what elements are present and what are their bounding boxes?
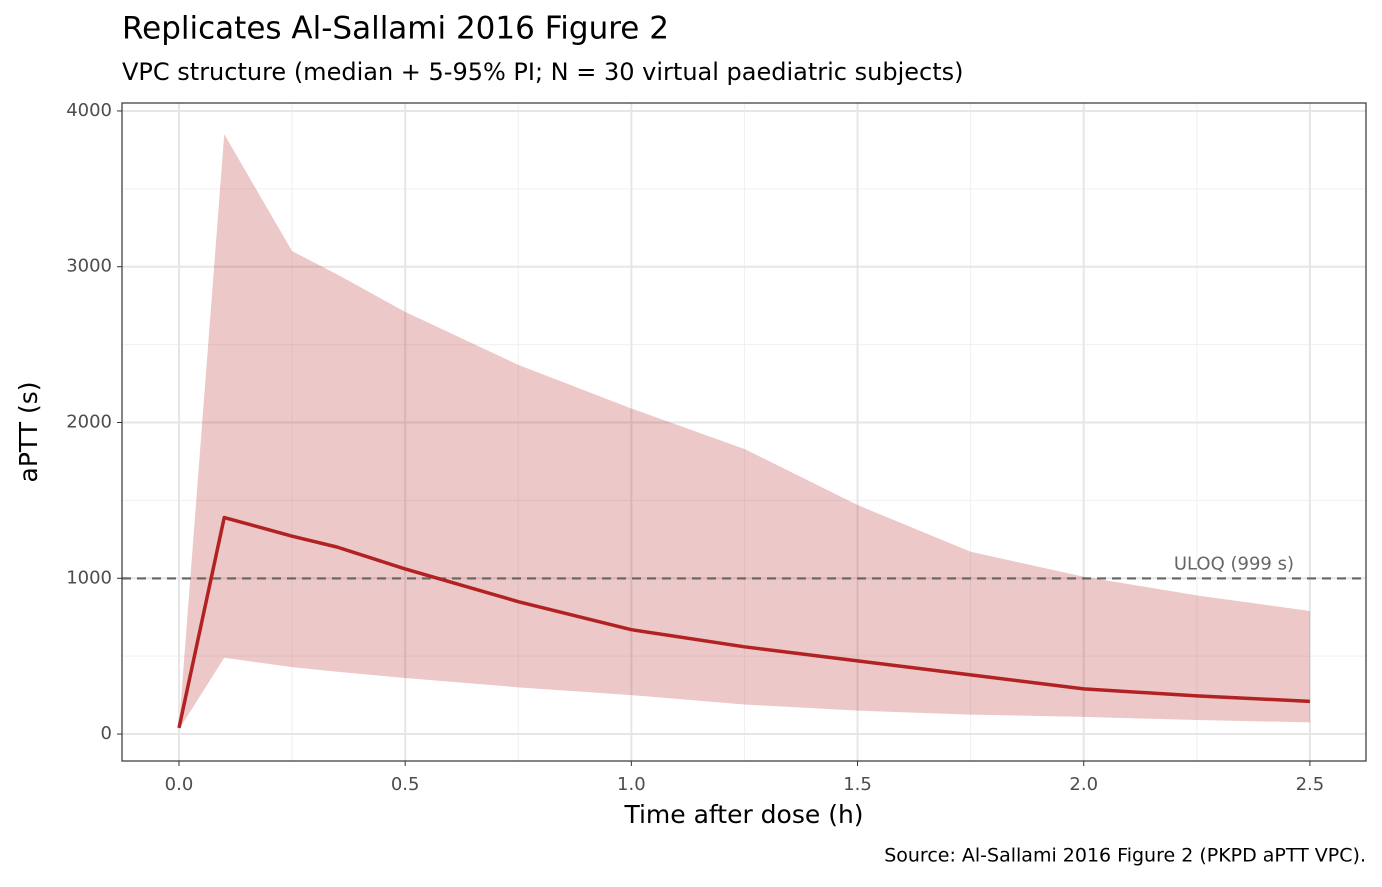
- x-tick-label: 2.0: [1069, 774, 1098, 795]
- y-axis-title: aPTT (s): [14, 382, 43, 483]
- x-axis-title: Time after dose (h): [623, 800, 863, 829]
- reference-label: ULOQ (999 s): [1174, 553, 1294, 574]
- y-tick-label: 1000: [66, 567, 112, 588]
- x-tick-label: 0.5: [391, 774, 420, 795]
- y-tick-label: 3000: [66, 256, 112, 277]
- chart-title: Replicates Al-Sallami 2016 Figure 2: [122, 11, 669, 47]
- x-tick-label: 2.5: [1296, 774, 1325, 795]
- y-tick-label: 2000: [66, 411, 112, 432]
- caption: Source: Al-Sallami 2016 Figure 2 (PKPD a…: [884, 845, 1366, 867]
- chart-subtitle: VPC structure (median + 5-95% PI; N = 30…: [122, 58, 963, 86]
- prediction-band: [178, 134, 1310, 730]
- y-tick-label: 4000: [66, 100, 112, 121]
- y-tick-label: 0: [101, 723, 112, 744]
- x-tick-label: 0.0: [165, 774, 194, 795]
- median-line: [177, 515, 1310, 729]
- x-tick-label: 1.5: [843, 774, 872, 795]
- panel-border: [121, 102, 1367, 762]
- x-tick-label: 1.0: [617, 774, 646, 795]
